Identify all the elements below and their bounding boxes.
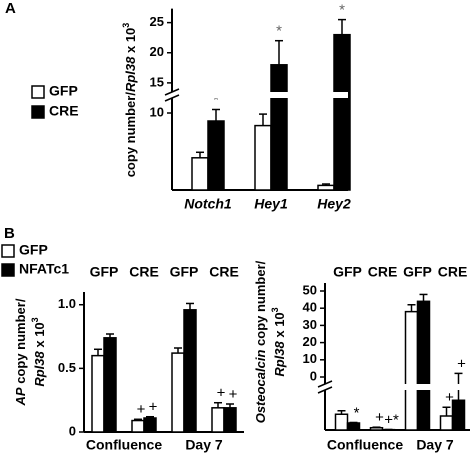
bar	[183, 309, 197, 433]
axis-break-gap	[317, 384, 470, 390]
y-tick-label: 0	[69, 423, 76, 438]
column-header: GFP	[333, 264, 362, 280]
y-tick-label: 40	[303, 300, 317, 315]
significance-marker: *	[276, 23, 282, 40]
significance-marker: +	[375, 409, 384, 426]
bar	[211, 407, 225, 433]
significance-marker: +	[457, 355, 466, 372]
panel-label: A	[5, 0, 16, 17]
group-label: Confluence	[86, 437, 162, 453]
panel-label: B	[4, 225, 15, 242]
significance-marker: +	[137, 401, 146, 418]
y-tick-label: 20	[303, 334, 317, 349]
significance-marker: +*	[384, 411, 399, 428]
y-tick-label: 25	[150, 14, 164, 29]
axis-break-mark	[317, 386, 333, 394]
legend-label: CRE	[49, 103, 79, 119]
y-axis-label: Rpl38 x 103	[30, 317, 47, 386]
significance-marker: +	[149, 399, 158, 416]
y-axis-label-part: copy number/	[13, 298, 28, 387]
axis-break-mark	[164, 94, 180, 102]
bar	[254, 124, 272, 191]
y-axis-label-part: Rpl38	[32, 351, 47, 387]
group-label: Day 7	[185, 437, 223, 453]
y-tick-label: 0	[310, 368, 317, 383]
bar	[439, 415, 454, 431]
legend-label: GFP	[49, 83, 78, 99]
y-tick-label: 15	[150, 74, 164, 89]
y-axis-label-part: 3	[30, 317, 40, 322]
x-tick-label: Hey2	[317, 196, 351, 212]
x-tick-label: Hey1	[254, 196, 288, 212]
y-axis-label-part: Osteocalcin	[253, 350, 268, 424]
column-header: CRE	[129, 264, 159, 280]
y-axis-label: Rpl38 x 103	[270, 307, 287, 376]
bar	[91, 354, 105, 433]
y-tick-label: 20	[150, 44, 164, 59]
bar	[171, 352, 185, 433]
y-tick-label: 10	[150, 104, 164, 119]
legend-swatch	[1, 244, 15, 258]
x-tick-label: Notch1	[184, 196, 232, 212]
column-header: CRE	[209, 264, 239, 280]
bar	[207, 120, 225, 191]
significance-marker: +	[229, 386, 238, 403]
y-axis-label-part: x 10	[32, 322, 47, 351]
y-axis-label-part: x 10	[272, 312, 287, 341]
bar	[333, 33, 351, 191]
legend-swatch	[31, 85, 45, 99]
bar	[451, 399, 466, 431]
y-axis-label: Osteocalcin copy number/	[253, 260, 268, 423]
bar	[131, 419, 145, 433]
y-tick-label: 10	[303, 351, 317, 366]
legend-label: NFATc1	[19, 261, 69, 277]
legend-swatch	[31, 105, 45, 119]
y-tick-label: 30	[303, 317, 317, 332]
bar	[223, 407, 237, 433]
bar	[103, 337, 117, 433]
column-header: GFP	[90, 264, 119, 280]
bar	[334, 413, 349, 431]
significance-marker: *	[339, 2, 345, 19]
bar	[317, 184, 335, 191]
significance-marker: +	[445, 389, 454, 406]
y-axis-label-part: 3	[121, 23, 131, 28]
y-axis-label-part: copy number/	[123, 92, 138, 178]
significance-marker: *	[354, 404, 360, 421]
y-tick-label: 1.0	[58, 296, 76, 311]
y-axis-label-part: Rpl38	[272, 341, 287, 377]
column-header: GFP	[170, 264, 199, 280]
group-label: Day 7	[416, 437, 454, 453]
bar	[191, 157, 209, 191]
column-header: CRE	[368, 264, 398, 280]
y-tick-label: 50	[303, 282, 317, 297]
y-axis-label: copy number/Rpl38 x 103	[121, 23, 138, 178]
axis-break-gap	[164, 92, 348, 98]
y-axis-label: AP copy number/	[13, 298, 28, 406]
bar	[404, 310, 419, 431]
axis-break-mark	[164, 88, 180, 96]
significance-marker: +	[217, 385, 226, 402]
bar	[143, 417, 157, 433]
bar	[416, 300, 431, 431]
y-axis-label-part: AP	[13, 387, 28, 406]
legend-label: GFP	[19, 242, 48, 258]
y-axis-label-part: Rpl38	[123, 56, 138, 92]
bar	[346, 422, 361, 431]
legend-swatch	[1, 263, 15, 277]
group-label: Confluence	[327, 437, 403, 453]
y-axis-label-part: 3	[270, 307, 280, 312]
significance-marker: *	[213, 91, 219, 108]
column-header: GFP	[403, 264, 432, 280]
y-tick-label: 0.5	[58, 360, 76, 375]
y-axis-label-part: x 10	[123, 28, 138, 57]
column-header: CRE	[438, 264, 468, 280]
bar	[369, 426, 384, 431]
bar	[270, 64, 288, 191]
axis-break-mark	[317, 380, 333, 388]
y-axis-label-part: copy number/	[253, 260, 268, 349]
